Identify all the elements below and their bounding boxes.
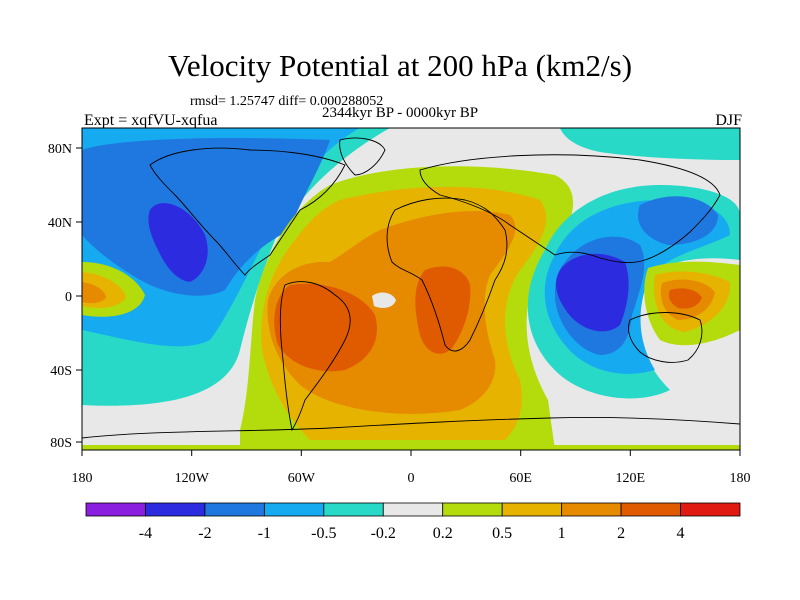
colorbar-swatch: [620, 502, 681, 517]
lon-label: 60W: [288, 471, 316, 486]
stats-text: rmsd= 1.25747 diff= 0.000288052: [190, 94, 384, 109]
lon-label: 60E: [509, 471, 532, 486]
longitude-axis: 180 120W 60W 0 60E 120E 180: [72, 450, 751, 486]
figure-title: Velocity Potential at 200 hPa (km2/s): [167, 48, 633, 83]
velocity-potential-field: [82, 128, 740, 450]
contour-antarctic-pos: [82, 445, 740, 450]
lat-label: 40N: [48, 216, 72, 231]
colorbar-label: 4: [677, 525, 685, 542]
colorbar-label: 0.2: [433, 525, 453, 542]
colorbar-label: -1: [258, 525, 271, 542]
colorbar: -4 -2 -1 -0.5 -0.2 0.2 0.5 1 2 4: [85, 502, 741, 542]
colorbar-swatch: [323, 502, 384, 517]
contour-arctic-neg: [560, 128, 740, 160]
lon-label: 120E: [616, 471, 646, 486]
colorbar-label: -4: [139, 525, 152, 542]
colorbar-swatch: [204, 502, 265, 517]
contour-pacific-neg-1: [82, 138, 330, 296]
lon-label: 120W: [175, 471, 210, 486]
coast-north-america: [149, 147, 346, 276]
lon-label: 180: [72, 471, 93, 486]
colorbar-swatch: [263, 502, 325, 517]
colorbar-swatch: [442, 502, 503, 517]
colorbar-label: -0.5: [311, 525, 336, 542]
contour-south-america-pos-2: [274, 283, 377, 372]
lat-label: 0: [65, 290, 72, 305]
coastlines: [82, 137, 740, 439]
period-label: 2344kyr BP - 0000kyr BP: [322, 105, 479, 121]
contour-east-asia-neg-1: [637, 196, 718, 245]
colorbar-swatch: [501, 502, 563, 517]
coast-south-america: [279, 281, 351, 432]
lat-label: 80N: [48, 142, 72, 157]
coast-antarctica: [82, 417, 740, 439]
latitude-axis: 80N 40N 0 40S 80S: [48, 142, 82, 451]
colorbar-label: 1: [558, 525, 566, 542]
coast-africa-europe: [386, 197, 508, 352]
season-label: DJF: [715, 112, 742, 129]
experiment-label: Expt = xqfVU-xqfua: [84, 112, 218, 129]
lon-label: 180: [730, 471, 751, 486]
colorbar-swatch: [85, 502, 146, 517]
contour-africa-pos-2: [415, 266, 471, 354]
lat-label: 40S: [50, 364, 72, 379]
lat-label: 80S: [50, 436, 72, 451]
lon-label: 0: [408, 471, 415, 486]
contour-pacific-neg-2: [148, 203, 208, 282]
colorbar-swatch: [145, 502, 206, 517]
coast-eurasia: [419, 154, 721, 264]
colorbar-label: 2: [617, 525, 625, 542]
coast-australia: [628, 312, 703, 363]
colorbar-swatch: [680, 502, 741, 517]
colorbar-label: -0.2: [371, 525, 396, 542]
contour-atlantic-zero-island: [372, 292, 396, 308]
colorbar-swatch: [561, 502, 622, 517]
colorbar-label: -2: [198, 525, 211, 542]
coast-greenland: [339, 137, 386, 176]
colorbar-label: 0.5: [492, 525, 512, 542]
contour-wpac-pos-2: [668, 288, 702, 309]
colorbar-swatch: [382, 502, 444, 517]
contour-dateline-pos-1: [82, 282, 106, 304]
contour-indian-neg-2: [555, 253, 629, 332]
